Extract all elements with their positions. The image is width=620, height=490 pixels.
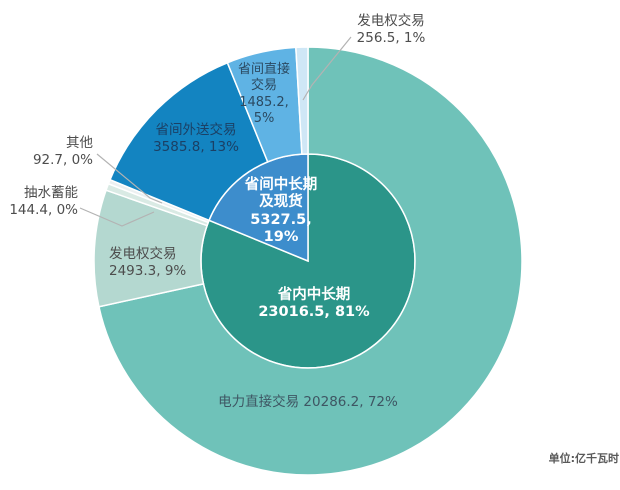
label-dianli-zhijie: 电力直接交易 20286.2, 72% bbox=[218, 394, 398, 410]
label-fadianquan-large: 发电权交易 2493.3, 9% bbox=[109, 246, 187, 279]
label-shengnei-zhongchangqi: 省内中长期 23016.5, 81% bbox=[258, 287, 370, 321]
leader-line-fadianquan-small bbox=[302, 36, 352, 101]
slices-group bbox=[93, 46, 523, 476]
unit-label: 单位:亿千瓦时 bbox=[548, 452, 619, 465]
leader-lines-group bbox=[79, 36, 352, 227]
slice-outer-发电权交易(小) bbox=[295, 46, 309, 155]
label-shengjian-waisong: 省间外送交易 3585.8, 13% bbox=[153, 122, 239, 155]
slice-outer-电力直接交易 bbox=[98, 46, 523, 476]
leader-line-qita bbox=[96, 153, 163, 204]
label-qita: 其他 92.7, 0% bbox=[32, 135, 93, 168]
label-shengjian-zhongchangqi: 省间中长期 及现货 5327.5, 19% bbox=[244, 177, 318, 246]
leader-line-choushui bbox=[79, 207, 155, 227]
label-shengjian-zhijie: 省间直接 交易 1485.2, 5% bbox=[237, 62, 290, 127]
label-choushui-xuneng: 抽水蓄能 144.4, 0% bbox=[9, 185, 78, 218]
label-fadianquan-small: 发电权交易 256.5, 1% bbox=[356, 13, 426, 46]
